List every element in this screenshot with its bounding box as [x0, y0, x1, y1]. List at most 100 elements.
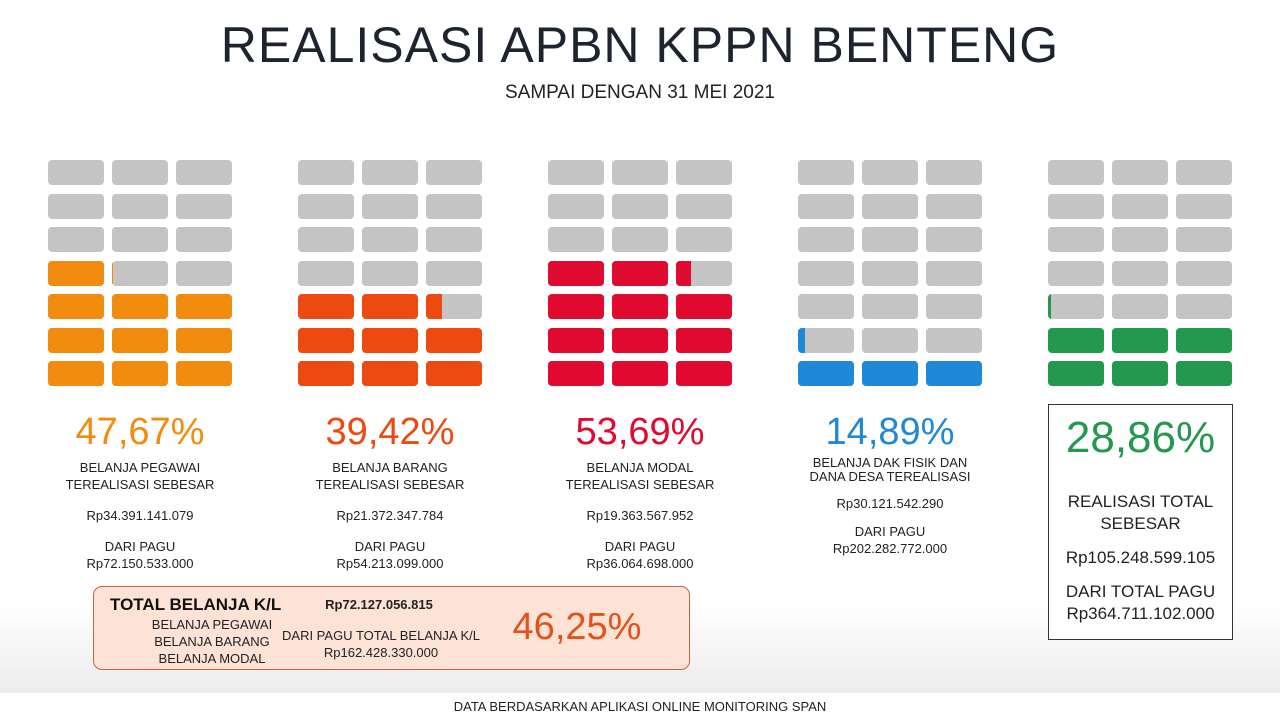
pagu-amount: Rp36.064.698.000 [586, 556, 694, 571]
pagu-label: DARI PAGU [604, 539, 676, 554]
label-line-2: DANA DESA TEREALISASI [809, 469, 971, 484]
waffle-cell [298, 227, 354, 252]
kl-item-barang: BELANJA BARANG [154, 634, 270, 649]
waffle-cell [676, 160, 732, 185]
waffle-cell-fill [298, 327, 354, 353]
waffle-cell-fill [362, 327, 418, 353]
waffle-cell [176, 193, 232, 219]
waffle-cell [112, 160, 168, 185]
percent-value: 14,89% [825, 411, 955, 453]
waffle-cell-fill [48, 361, 104, 386]
waffle-cell [862, 361, 918, 386]
waffle-cell [1048, 227, 1104, 252]
waffle-cell [676, 227, 732, 252]
waffle-cell [926, 327, 982, 353]
waffle-cell [48, 361, 104, 386]
waffle-cell [1048, 160, 1104, 185]
waffle-cell [926, 294, 982, 319]
waffle-cell-fill [1048, 361, 1104, 386]
waffle-cell [862, 193, 918, 219]
waffle-cell-fill [548, 361, 604, 386]
percent-value: 47,67% [75, 411, 205, 453]
waffle-cell [1112, 260, 1168, 286]
waffle-cell [926, 193, 982, 219]
waffle-cell-fill [612, 294, 668, 319]
pagu-amount: Rp72.150.533.000 [86, 556, 194, 571]
waffle-grid-belanja-dak [798, 160, 982, 388]
waffle-cell [1176, 193, 1232, 219]
waffle-cell [426, 193, 482, 219]
waffle-cell [862, 227, 918, 252]
waffle-cell-fill [112, 260, 113, 286]
waffle-cell-fill [612, 327, 668, 353]
waffle-cell [612, 260, 668, 286]
waffle-cell [176, 260, 232, 286]
waffle-cell [298, 260, 354, 286]
waffle-cell [676, 294, 732, 319]
waffle-cell-fill [1048, 294, 1052, 319]
waffle-cell [1048, 294, 1104, 319]
waffle-cell-fill [176, 327, 232, 353]
waffle-cell [48, 327, 104, 353]
waffle-cell [48, 193, 104, 219]
waffle-cell-fill [676, 327, 732, 353]
waffle-cell [798, 260, 854, 286]
waffle-cell [48, 260, 104, 286]
pagu-label: DARI PAGU [354, 539, 426, 554]
waffle-cell [298, 294, 354, 319]
realisasi-amount: Rp19.363.567.952 [586, 508, 694, 523]
waffle-cell [362, 294, 418, 319]
label-line-1: REALISASI TOTAL [1067, 492, 1214, 511]
waffle-cell [1176, 294, 1232, 319]
waffle-cell [612, 361, 668, 386]
waffle-grid-total [1048, 160, 1232, 388]
waffle-cell [676, 327, 732, 353]
waffle-cell-fill [48, 327, 104, 353]
waffle-grid-belanja-modal [548, 160, 732, 388]
waffle-cell [862, 160, 918, 185]
waffle-cell [926, 260, 982, 286]
waffle-cell-fill [1112, 327, 1168, 353]
realisasi-amount: Rp21.372.347.784 [336, 508, 444, 523]
waffle-cell [426, 294, 482, 319]
waffle-cell-fill [426, 294, 442, 319]
waffle-cell-fill [48, 260, 104, 286]
label-line-1: BELANJA PEGAWAI [79, 460, 201, 475]
waffle-cell-fill [426, 361, 482, 386]
waffle-cell [612, 327, 668, 353]
waffle-cell [362, 193, 418, 219]
label-line-2: TEREALISASI SEBESAR [565, 477, 715, 492]
waffle-cell [548, 260, 604, 286]
pagu-label: DARI PAGU [104, 539, 176, 554]
waffle-cell [862, 294, 918, 319]
waffle-cell [426, 361, 482, 386]
percent-value: 53,69% [575, 411, 705, 453]
waffle-cell [48, 160, 104, 185]
waffle-cell [362, 361, 418, 386]
waffle-cell-fill [548, 294, 604, 319]
stat-belanja-barang: 39,42% BELANJA BARANG TEREALISASI SEBESA… [290, 410, 490, 572]
waffle-cell [362, 227, 418, 252]
waffle-cell [112, 294, 168, 319]
realisasi-amount: Rp30.121.542.290 [836, 496, 944, 511]
waffle-cell [1176, 361, 1232, 386]
waffle-cell [612, 160, 668, 185]
waffle-cell [548, 327, 604, 353]
waffle-cell [112, 361, 168, 386]
waffle-cell [1112, 361, 1168, 386]
percent-value: 39,42% [325, 411, 455, 453]
waffle-cell [1112, 160, 1168, 185]
waffle-cell [362, 260, 418, 286]
waffle-cell-fill [48, 294, 104, 319]
kl-item-modal: BELANJA MODAL [158, 651, 266, 666]
waffle-cell [798, 294, 854, 319]
waffle-cell [298, 327, 354, 353]
waffle-cell [112, 193, 168, 219]
page-title: REALISASI APBN KPPN BENTENG [220, 17, 1060, 73]
kl-item-pegawai: BELANJA PEGAWAI [151, 617, 273, 632]
waffle-cell [1176, 227, 1232, 252]
waffle-cell-fill [112, 294, 168, 319]
waffle-cell [676, 361, 732, 386]
waffle-cell [176, 327, 232, 353]
waffle-cell [176, 227, 232, 252]
